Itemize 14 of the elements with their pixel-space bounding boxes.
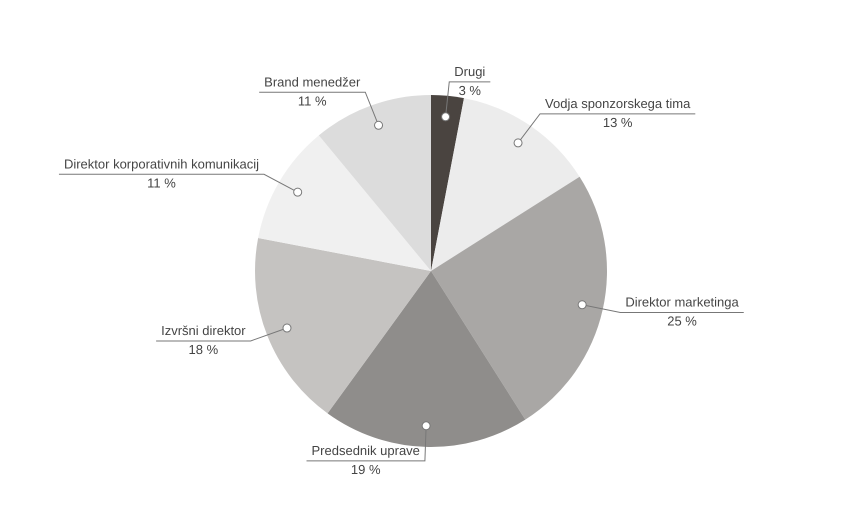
slice-label: Direktor korporativnih komunikacij [64,156,260,172]
data-label: 3 % [458,82,482,98]
slice-label: Predsednik uprave [312,442,420,458]
data-label: 19 % [350,462,381,477]
data-label: 25 % [667,314,698,329]
data-label: 13 % [602,114,633,130]
slice-label: Vodja sponzorskega tima [545,96,692,111]
slice-label: Direktor marketinga [625,294,740,310]
data-label: 11 % [298,93,327,108]
data-label: 11 % [147,175,176,190]
data-label: 18 % [188,342,219,358]
slice-label: Brand menedžer [264,74,361,90]
slice-label: Izvršni direktor [161,323,246,338]
slice-label: Drugi [454,64,486,79]
